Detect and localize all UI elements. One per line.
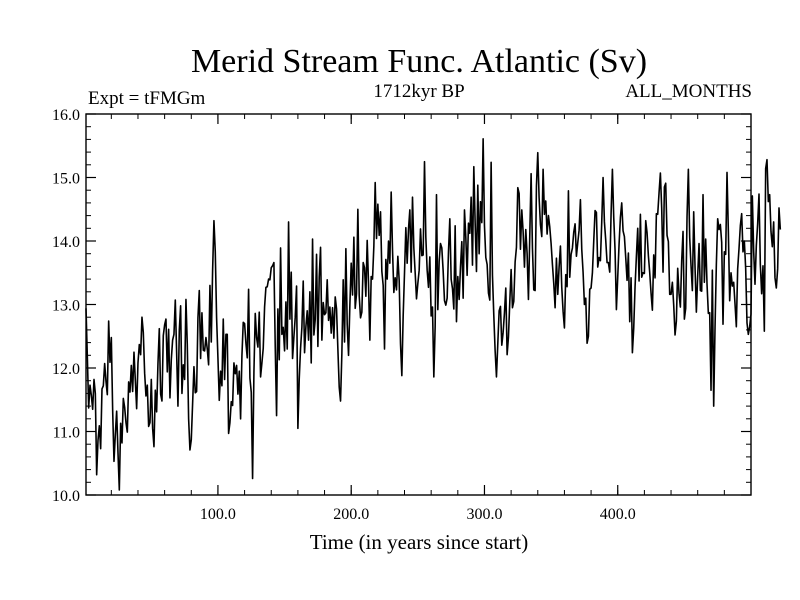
experiment-label: Expt = tFMGm bbox=[88, 88, 206, 109]
x-axis-label: Time (in years since start) bbox=[310, 530, 529, 554]
plot-frame bbox=[85, 113, 752, 496]
x-tick-label: 100.0 bbox=[200, 506, 236, 523]
y-tick-label: 11.0 bbox=[53, 425, 80, 442]
x-tick-label: 200.0 bbox=[333, 506, 369, 523]
y-tick-label: 15.0 bbox=[52, 171, 80, 188]
y-tick-label: 13.0 bbox=[52, 298, 80, 315]
x-tick-label: 400.0 bbox=[600, 506, 636, 523]
months-label: ALL_MONTHS bbox=[625, 81, 752, 102]
y-tick-label: 16.0 bbox=[52, 107, 80, 124]
y-tick-label: 12.0 bbox=[52, 361, 80, 378]
y-tick-label: 10.0 bbox=[52, 488, 80, 505]
chart-title: Merid Stream Func. Atlantic (Sv) bbox=[191, 43, 647, 80]
x-tick-label: 300.0 bbox=[466, 506, 502, 523]
y-axis: 10.0 11.0 12.0 13.0 14.0 15.0 16.0 bbox=[52, 107, 751, 505]
series-line-merid-stream-func bbox=[85, 137, 782, 491]
period-label: 1712kyr BP bbox=[373, 81, 464, 102]
y-tick-label: 14.0 bbox=[52, 234, 80, 251]
x-axis: 100.0 200.0 300.0 400.0 bbox=[110, 114, 725, 523]
